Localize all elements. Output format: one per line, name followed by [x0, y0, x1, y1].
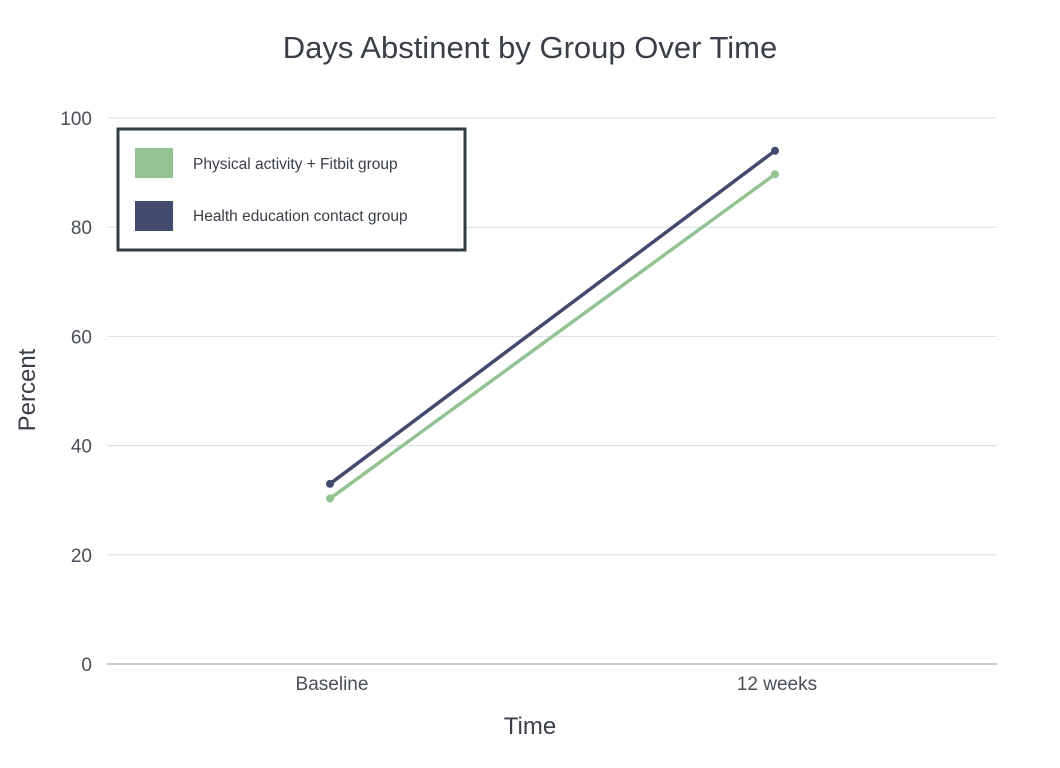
data-point-series-1: [326, 479, 334, 488]
y-tick-label: 0: [81, 655, 92, 676]
x-axis-title: Time: [504, 713, 556, 740]
y-axis-title: Percent: [14, 348, 41, 431]
y-tick-label: 60: [71, 327, 92, 348]
x-tick-label: Baseline: [296, 674, 369, 695]
y-tick-label: 80: [71, 218, 92, 239]
x-axis-ticks: Baseline 12 weeks: [296, 674, 818, 695]
legend-box: [116, 127, 467, 252]
y-tick-label: 100: [60, 109, 92, 130]
data-point-series-0: [326, 494, 334, 503]
y-tick-label: 40: [71, 437, 92, 458]
data-point-series-1: [771, 146, 779, 155]
y-axis-ticks: 0 20 40 60 80 100: [60, 109, 92, 676]
chart-title: Days Abstinent by Group Over Time: [283, 30, 778, 65]
legend-label-health-education: Health education contact group: [193, 208, 408, 225]
legend-label-physical-activity: Physical activity + Fitbit group: [193, 156, 398, 173]
legend-swatch-health-education: [135, 201, 173, 231]
x-tick-label: 12 weeks: [737, 674, 817, 695]
legend: Physical activity + Fitbit group Health …: [116, 127, 467, 252]
series-line-0: [328, 172, 777, 501]
y-tick-label: 20: [71, 546, 92, 567]
series-line-1: [328, 149, 777, 486]
legend-swatch-physical-activity: [135, 148, 173, 178]
series-layer: [326, 146, 779, 503]
data-point-series-0: [771, 170, 779, 179]
